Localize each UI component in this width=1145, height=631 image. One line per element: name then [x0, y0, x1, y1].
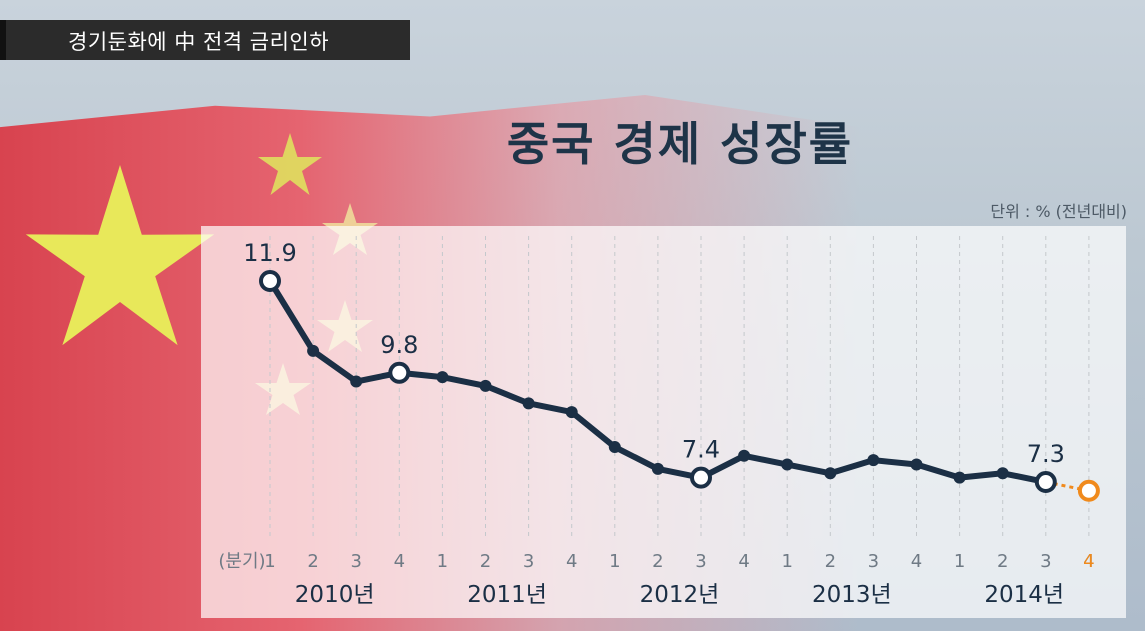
- data-point: [690, 466, 712, 489]
- data-label: 9.8: [380, 331, 418, 359]
- quarter-tick-label: 4: [566, 551, 577, 572]
- small-star-icon: [258, 133, 322, 195]
- unit-label: 단위 : % (전년대비): [990, 202, 1127, 221]
- data-label: 7.3: [1027, 440, 1065, 468]
- data-point: [953, 471, 966, 484]
- data-point: [738, 449, 751, 462]
- forecast-tick-label: 4: [1083, 551, 1094, 572]
- quarter-tick-label: 1: [609, 551, 620, 572]
- forecast-point: [1077, 479, 1100, 502]
- quarter-tick-label: 1: [264, 551, 275, 572]
- quarter-tick-label: 4: [1083, 551, 1094, 572]
- year-label: 2014년: [984, 582, 1064, 608]
- year-label: 2013년: [812, 582, 892, 608]
- quarter-tick-label: 3: [350, 551, 361, 572]
- news-caption: 경기둔화에 中 전격 금리인하: [68, 30, 330, 54]
- quarter-tick-label: 2: [825, 551, 836, 572]
- quarter-tick-label: 4: [394, 551, 405, 572]
- data-point: [350, 375, 363, 388]
- data-label: 7.4: [682, 436, 720, 464]
- quarter-tick-label: 4: [911, 551, 922, 572]
- data-point: [479, 379, 492, 392]
- quarter-tick-label: 2: [480, 551, 491, 572]
- year-label: 2010년: [295, 582, 375, 608]
- quarter-tick-label: 3: [523, 551, 534, 572]
- quarter-tick-label: 3: [868, 551, 879, 572]
- year-label: 2012년: [640, 582, 720, 608]
- quarter-tick-label: 2: [307, 551, 318, 572]
- year-label: 2011년: [467, 582, 547, 608]
- chart-title: 중국 경제 성장률: [506, 117, 854, 171]
- quarter-tick-label: 3: [1040, 551, 1051, 572]
- quarter-tick-label: 1: [954, 551, 965, 572]
- quarter-tick-label: 1: [437, 551, 448, 572]
- quarter-tick-label: 3: [695, 551, 706, 572]
- quarter-tick-label: 1: [781, 551, 792, 572]
- quarter-tick-label: 4: [738, 551, 749, 572]
- quarter-tick-label: 2: [652, 551, 663, 572]
- data-point: [1034, 471, 1057, 494]
- growth-line-chart: 11.99.87.4 7.3(분기)1 2 3 4 1 2 3 4 1 2 3 4 1 2 3 4 1 2 3 4420…: [218, 236, 1100, 608]
- data-point: [910, 458, 923, 471]
- data-point: [781, 458, 794, 471]
- data-point: [565, 406, 578, 419]
- data-point: [259, 270, 281, 292]
- quarter-tick-label: 2: [997, 551, 1008, 572]
- data-point: [824, 467, 837, 480]
- data-point: [388, 361, 411, 384]
- data-point: [608, 441, 621, 454]
- data-label: 11.9: [243, 239, 296, 267]
- x-axis-label: (분기): [218, 551, 265, 572]
- data-point: [867, 454, 880, 467]
- data-point: [307, 344, 320, 357]
- data-point: [522, 397, 535, 410]
- data-point: [996, 467, 1009, 480]
- data-point: [436, 371, 449, 384]
- data-point: [651, 462, 664, 475]
- chart-panel: 11.9 9.8 7.4 7.3 (분기) 1 2 3 4 1 2 3 4 1 2 3 4 1 2 3 4 1 2 3 4 4 20…: [201, 226, 1126, 618]
- large-star-icon: [25, 165, 215, 346]
- news-caption-bar: [0, 20, 410, 60]
